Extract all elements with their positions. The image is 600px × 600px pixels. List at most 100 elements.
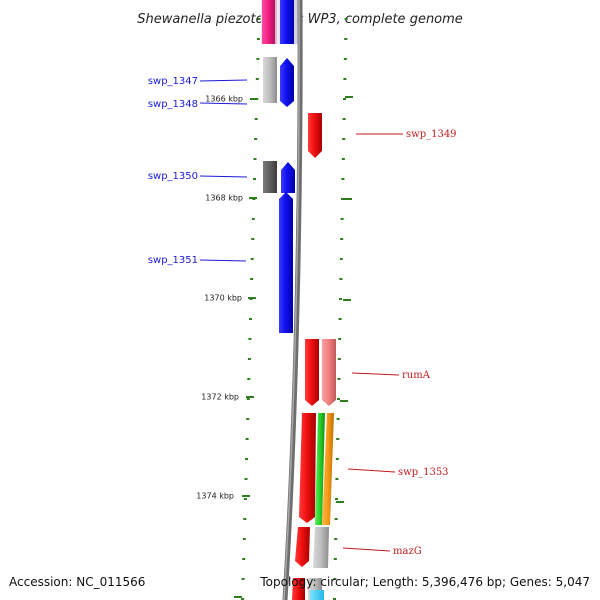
coordinate-dot — [256, 38, 260, 40]
gene-mazg-red — [295, 527, 310, 567]
coordinate-dot — [335, 498, 338, 500]
coordinate-dot — [251, 218, 255, 220]
tick-label-1366: 1366 kbp — [205, 95, 243, 104]
leader-line-swp-1347 — [199, 79, 248, 82]
topology-text: Topology: circular; Length: 5,396,476 bp… — [259, 575, 590, 589]
coordinate-dot — [337, 398, 340, 400]
coordinate-dot — [250, 278, 254, 280]
coordinate-dot — [255, 78, 259, 80]
gene-label-mazg: mazG — [393, 546, 422, 557]
gene-swp-1348-blue — [280, 58, 294, 107]
leader-line-swp-1353 — [347, 468, 396, 473]
tick-label-1374: 1374 kbp — [196, 492, 234, 501]
coordinate-dot — [338, 338, 342, 340]
gene-swp-1351-blue — [279, 192, 293, 333]
coordinate-dot — [256, 58, 260, 60]
coordinate-dot — [254, 138, 258, 140]
coordinate-dot — [242, 538, 246, 540]
genome-backbone-highlight — [283, 0, 300, 600]
coordinate-dot — [243, 518, 247, 520]
coordinate-dot — [246, 398, 250, 400]
coordinate-dot — [342, 138, 346, 140]
coordinate-dot — [334, 518, 338, 520]
coordinate-dot — [247, 378, 251, 380]
gene-swp-1353-red — [299, 413, 316, 523]
gene-label-swp-1353: swp_1353 — [398, 467, 449, 478]
genome-backbone — [282, 0, 303, 600]
coordinate-dot — [342, 118, 346, 120]
coordinate-dot — [244, 478, 248, 480]
gene-label-swp-1351: swp_1351 — [148, 255, 198, 266]
coordinate-dot — [241, 578, 245, 580]
feature-blue-top — [280, 0, 294, 44]
coordinate-dot — [249, 318, 252, 320]
gene-swp-1349-red — [308, 113, 322, 158]
coordinate-dot — [339, 278, 343, 280]
coordinate-dot — [335, 458, 339, 460]
coordinate-dot — [344, 38, 348, 40]
coordinate-dot — [334, 538, 338, 540]
coordinate-dot — [341, 158, 345, 160]
coordinate-dot — [246, 418, 250, 420]
coordinate-dot — [341, 198, 344, 200]
gene-swp-1350-blue — [281, 162, 295, 193]
leader-line-ruma — [351, 372, 400, 376]
coordinate-dot — [251, 238, 255, 240]
coordinate-dot — [247, 358, 251, 360]
coordinate-dot — [245, 458, 248, 460]
coordinate-dot — [254, 118, 258, 120]
coordinate-dot — [336, 418, 340, 420]
coordinate-dot — [337, 358, 341, 360]
feature-magenta — [262, 0, 275, 44]
coordinate-dot — [343, 98, 346, 100]
coordinate-dot — [339, 258, 343, 260]
tick-label-1370: 1370 kbp — [204, 294, 242, 303]
gene-swp-1347-grey — [263, 57, 277, 103]
gene-label-swp-1350: swp_1350 — [148, 171, 198, 182]
coordinate-dot — [242, 558, 246, 560]
coordinate-dot — [340, 218, 344, 220]
leader-line-swp-1351 — [199, 259, 247, 262]
coordinate-dot — [336, 438, 340, 440]
coordinate-dot — [341, 178, 345, 180]
leader-line-mazg — [342, 547, 391, 552]
coordinate-dot — [333, 578, 337, 580]
coordinate-dot — [338, 318, 342, 320]
coordinate-dot — [337, 378, 341, 380]
accession-text: Accession: NC_011566 — [9, 575, 145, 589]
coordinate-dot — [245, 438, 249, 440]
coordinate-dot — [343, 78, 347, 80]
coordinate-dot — [243, 498, 247, 500]
gene-label-swp-1347: swp_1347 — [148, 76, 198, 87]
coordinate-dots — [241, 18, 348, 600]
coordinate-dot — [333, 598, 336, 600]
coordinate-dot — [250, 258, 254, 260]
tick-label-1372: 1372 kbp — [201, 393, 239, 402]
tick-group: 1366 kbp 1368 kbp 1370 kbp 1372 kbp 1374… — [196, 95, 353, 598]
coordinate-dot — [340, 238, 344, 240]
gene-mazg-grey — [313, 527, 329, 568]
coordinate-dot — [343, 58, 347, 60]
gene-label-swp-1348: swp_1348 — [148, 99, 198, 110]
gene-ruma-red — [305, 339, 319, 406]
gene-label-ruma: rumA — [402, 370, 431, 381]
coordinate-dot — [335, 478, 339, 480]
gene-swp-1353-orange — [322, 413, 334, 525]
coordinate-dot — [257, 18, 261, 20]
coordinate-dot — [253, 158, 257, 160]
coordinate-dot — [241, 598, 245, 600]
coordinate-dot — [339, 298, 342, 300]
gene-swp-1350-dark — [263, 161, 277, 193]
coordinate-dot — [248, 338, 252, 340]
feature-cyan-bottom — [310, 590, 324, 600]
coordinate-dot — [344, 18, 348, 20]
coordinate-dot — [253, 178, 256, 180]
feature-red-bottom — [292, 578, 305, 600]
leader-line-swp-1348 — [199, 102, 248, 105]
coordinate-dot — [333, 558, 337, 560]
leader-line-swp-1350 — [199, 175, 248, 178]
gene-swp-1353-green — [315, 413, 325, 525]
gene-ruma-pink — [322, 339, 336, 406]
tick-label-1368: 1368 kbp — [205, 194, 243, 203]
